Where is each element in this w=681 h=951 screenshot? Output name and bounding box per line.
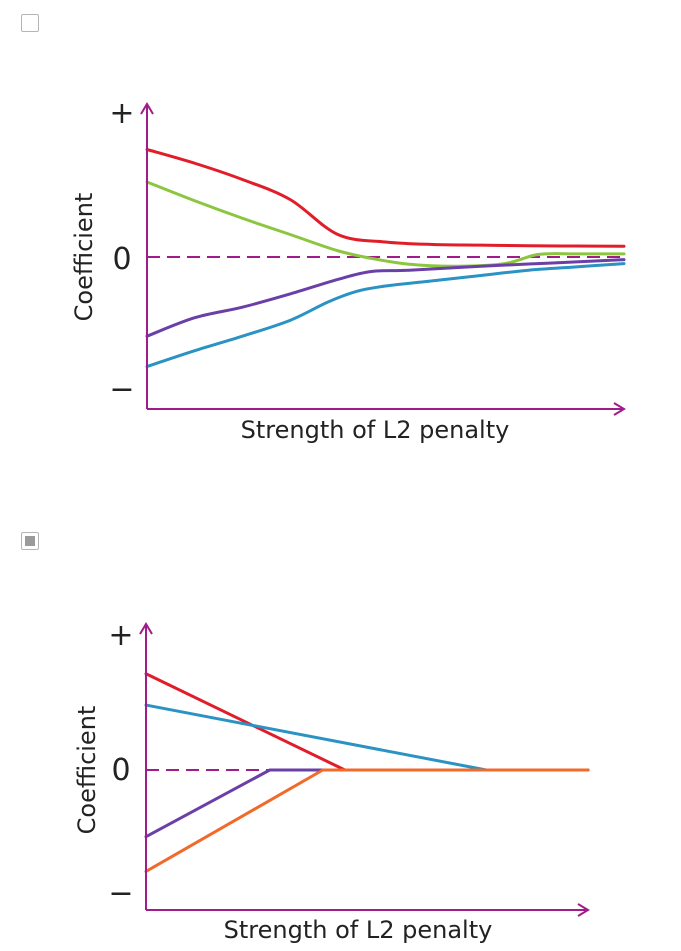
x-axis-label: Strength of L2 penalty [224, 916, 493, 944]
series-line-1 [144, 672, 590, 772]
y-tick-label-plus: + [108, 618, 133, 653]
x-axis-arrow [613, 402, 626, 416]
series-line-3 [145, 258, 626, 338]
series-line-2 [145, 180, 626, 268]
y-axis-label: Coefficient [73, 706, 101, 835]
checkbox-option-1[interactable] [21, 14, 39, 32]
series-line-4 [145, 262, 626, 369]
y-tick-label-plus: + [109, 96, 134, 131]
y-tick-label-zero: 0 [112, 242, 131, 277]
y-tick-label-minus: − [109, 372, 134, 407]
x-axis-arrow [577, 903, 590, 917]
y-axis-label: Coefficient [70, 193, 98, 322]
checkbox-checked-mark [25, 536, 35, 546]
y-tick-label-zero: 0 [111, 753, 130, 788]
coefficient-path-chart-1: +0 − Coefficient Strength of L2 penalty [70, 96, 626, 444]
answer-option-1[interactable]: +0 − Coefficient Strength of L2 penalty [0, 0, 681, 470]
y-tick-label-minus: − [108, 876, 133, 911]
y-axis-arrow [140, 102, 154, 115]
answer-option-2[interactable]: +0 − Coefficient Strength of L2 penalty [0, 520, 681, 951]
series-line-1 [145, 148, 626, 248]
coefficient-path-chart-2: +0 − Coefficient Strength of L2 penalty [73, 618, 590, 944]
x-axis-label: Strength of L2 penalty [241, 416, 510, 444]
checkbox-option-2[interactable] [21, 532, 39, 550]
series-line-2 [144, 703, 590, 772]
series-line-3 [144, 768, 590, 839]
series-line-4 [144, 768, 590, 873]
y-axis-arrow [139, 622, 153, 635]
